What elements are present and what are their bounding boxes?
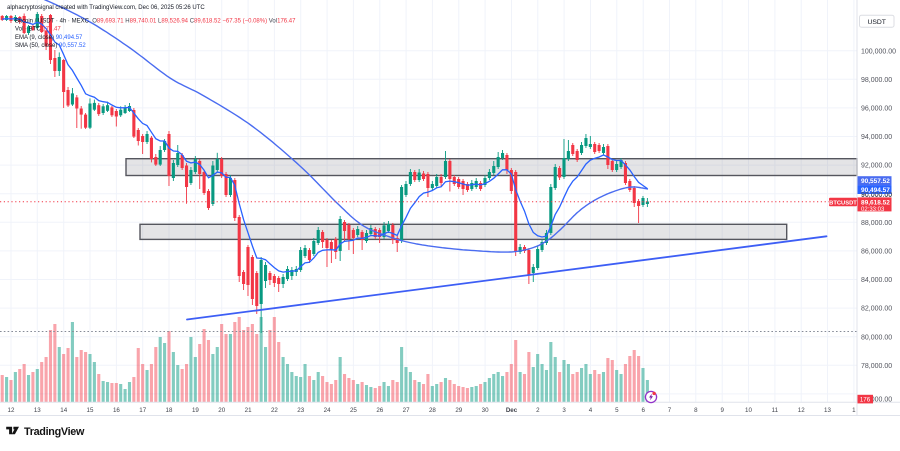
svg-text:23: 23	[297, 407, 304, 414]
svg-text:25: 25	[350, 407, 357, 414]
svg-text:9: 9	[720, 407, 724, 414]
svg-text:14: 14	[60, 407, 67, 414]
svg-text:89,618.52: 89,618.52	[861, 199, 890, 206]
svg-text:TradingView: TradingView	[24, 426, 85, 438]
svg-text:26: 26	[376, 407, 383, 414]
svg-text:Dec: Dec	[506, 407, 518, 414]
svg-text:90,000.00: 90,000.00	[861, 191, 892, 198]
svg-text:19: 19	[192, 407, 199, 414]
svg-text:176: 176	[860, 397, 871, 404]
svg-text:5: 5	[615, 407, 619, 414]
svg-text:2: 2	[536, 407, 540, 414]
svg-text:3: 3	[562, 407, 566, 414]
svg-text:13: 13	[824, 407, 831, 414]
svg-text:Bitcoin / USDT · 4h · MEXC O8: Bitcoin / USDT · 4h · MEXC O89,693.71 H8…	[15, 19, 296, 25]
svg-text:100,000.00: 100,000.00	[861, 48, 896, 55]
svg-text:94,000.00: 94,000.00	[861, 134, 892, 141]
svg-text:90,557.52: 90,557.52	[861, 178, 890, 185]
svg-text:24: 24	[324, 407, 331, 414]
svg-text:EMA (9, close) 90,494.57: EMA (9, close) 90,494.57	[15, 35, 83, 41]
svg-text:18: 18	[166, 407, 173, 414]
svg-text:BTCUSDT: BTCUSDT	[829, 200, 857, 206]
svg-text:20: 20	[218, 407, 225, 414]
svg-text:USDT: USDT	[867, 19, 886, 26]
svg-text:76,000.00: 76,000.00	[861, 397, 892, 404]
svg-text:86,000.00: 86,000.00	[861, 249, 892, 256]
svg-text:11: 11	[772, 407, 779, 414]
svg-text:96,000.00: 96,000.00	[861, 106, 892, 113]
svg-text:6: 6	[641, 407, 645, 414]
svg-text:12: 12	[798, 407, 805, 414]
svg-text:29: 29	[455, 407, 462, 414]
svg-text:Vol · BTC 176.47: Vol · BTC 176.47	[15, 27, 61, 33]
svg-text:4: 4	[589, 407, 593, 414]
svg-text:15: 15	[87, 407, 94, 414]
svg-text:30: 30	[482, 407, 489, 414]
svg-text:90,000.00: 90,000.00	[861, 192, 892, 199]
svg-text:21: 21	[245, 407, 252, 414]
svg-text:SMA (50, close) 90,557.52: SMA (50, close) 90,557.52	[15, 43, 86, 49]
svg-text:02:33:03: 02:33:03	[861, 207, 885, 213]
svg-text:8: 8	[694, 407, 698, 414]
svg-text:7: 7	[668, 407, 672, 414]
svg-text:82,000.00: 82,000.00	[861, 306, 892, 313]
svg-text:90,494.57: 90,494.57	[861, 187, 890, 194]
svg-text:10: 10	[745, 407, 752, 414]
svg-text:78,000.00: 78,000.00	[861, 363, 892, 370]
svg-text:13: 13	[34, 407, 41, 414]
svg-text:28: 28	[429, 407, 436, 414]
svg-text:92,000.00: 92,000.00	[861, 163, 892, 170]
svg-text:98,000.00: 98,000.00	[861, 77, 892, 84]
svg-text:88,000.00: 88,000.00	[861, 220, 892, 227]
svg-text:80,000.00: 80,000.00	[861, 334, 892, 341]
svg-text:22: 22	[271, 407, 278, 414]
svg-text:27: 27	[403, 407, 410, 414]
svg-text:1: 1	[852, 407, 856, 414]
svg-text:12: 12	[8, 407, 15, 414]
svg-text:17: 17	[139, 407, 146, 414]
svg-text:84,000.00: 84,000.00	[861, 277, 892, 284]
svg-text:alphacryptosignal created with: alphacryptosignal created with TradingVi…	[7, 5, 205, 11]
svg-text:16: 16	[113, 407, 120, 414]
